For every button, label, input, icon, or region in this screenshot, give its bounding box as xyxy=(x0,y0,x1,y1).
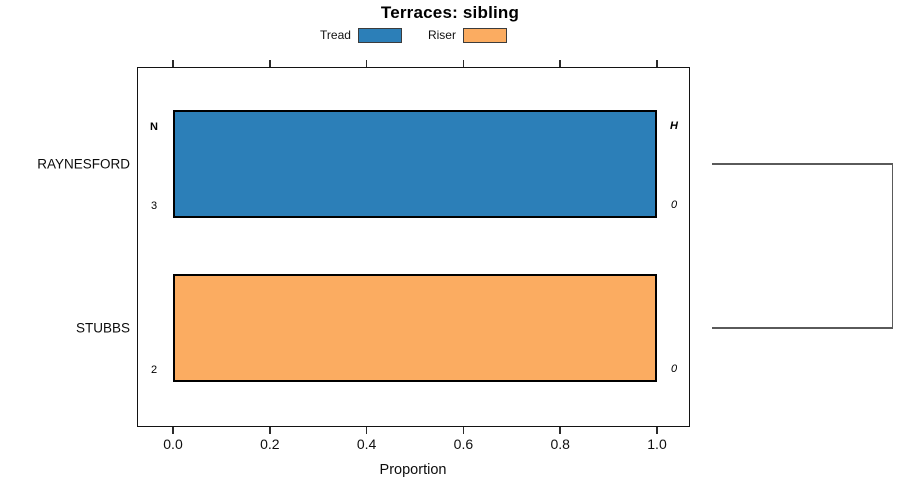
legend: Tread Riser xyxy=(137,26,690,44)
x-axis-tick-bottom xyxy=(656,427,658,434)
plot-area-box xyxy=(137,67,690,427)
x-axis-tick-top xyxy=(365,60,368,67)
x-axis-tick-bottom xyxy=(172,427,174,434)
x-axis-tick-bottom xyxy=(269,427,271,434)
legend-label-riser: Riser xyxy=(427,28,456,42)
legend-swatch-riser xyxy=(462,27,507,43)
bar-stubbs xyxy=(173,274,657,382)
category-label-raynesford: RAYNESFORD xyxy=(37,156,130,172)
count-right-stubbs: 0 xyxy=(670,363,678,375)
count-right-raynesford: 0 xyxy=(670,199,678,211)
column-header-n: N xyxy=(150,121,158,133)
x-axis-tick-bottom xyxy=(462,427,465,434)
x-axis-tick-bottom xyxy=(365,427,368,434)
legend-item-tread: Tread xyxy=(320,27,402,43)
x-axis-tick-top xyxy=(559,60,561,67)
x-axis-tick-bottom xyxy=(559,427,561,434)
x-axis-tick-top xyxy=(269,60,271,67)
bracket-vertical-line xyxy=(891,163,893,329)
x-tick-label: 0.2 xyxy=(260,436,280,452)
bracket-top-line xyxy=(712,163,893,165)
x-tick-label: 0.4 xyxy=(356,436,377,452)
x-axis-tick-top xyxy=(462,60,465,67)
column-header-h: H xyxy=(670,120,678,132)
x-tick-label: 1.0 xyxy=(647,436,667,452)
x-tick-label: 0.8 xyxy=(550,436,570,452)
x-axis-label: Proportion xyxy=(379,462,447,478)
bracket-bottom-line xyxy=(712,327,893,329)
x-axis-tick-top xyxy=(172,60,174,67)
legend-swatch-tread xyxy=(357,27,402,43)
bar-raynesford xyxy=(173,110,657,218)
x-tick-label: 0.6 xyxy=(453,436,474,452)
count-left-raynesford: 3 xyxy=(150,200,158,212)
legend-item-riser: Riser xyxy=(427,27,507,43)
count-left-stubbs: 2 xyxy=(150,364,158,376)
chart-title: Terraces: sibling xyxy=(380,3,520,22)
legend-label-tread: Tread xyxy=(320,28,351,42)
x-tick-label: 0.0 xyxy=(163,436,183,452)
x-axis-tick-top xyxy=(656,60,658,67)
category-label-stubbs: STUBBS xyxy=(75,320,130,336)
